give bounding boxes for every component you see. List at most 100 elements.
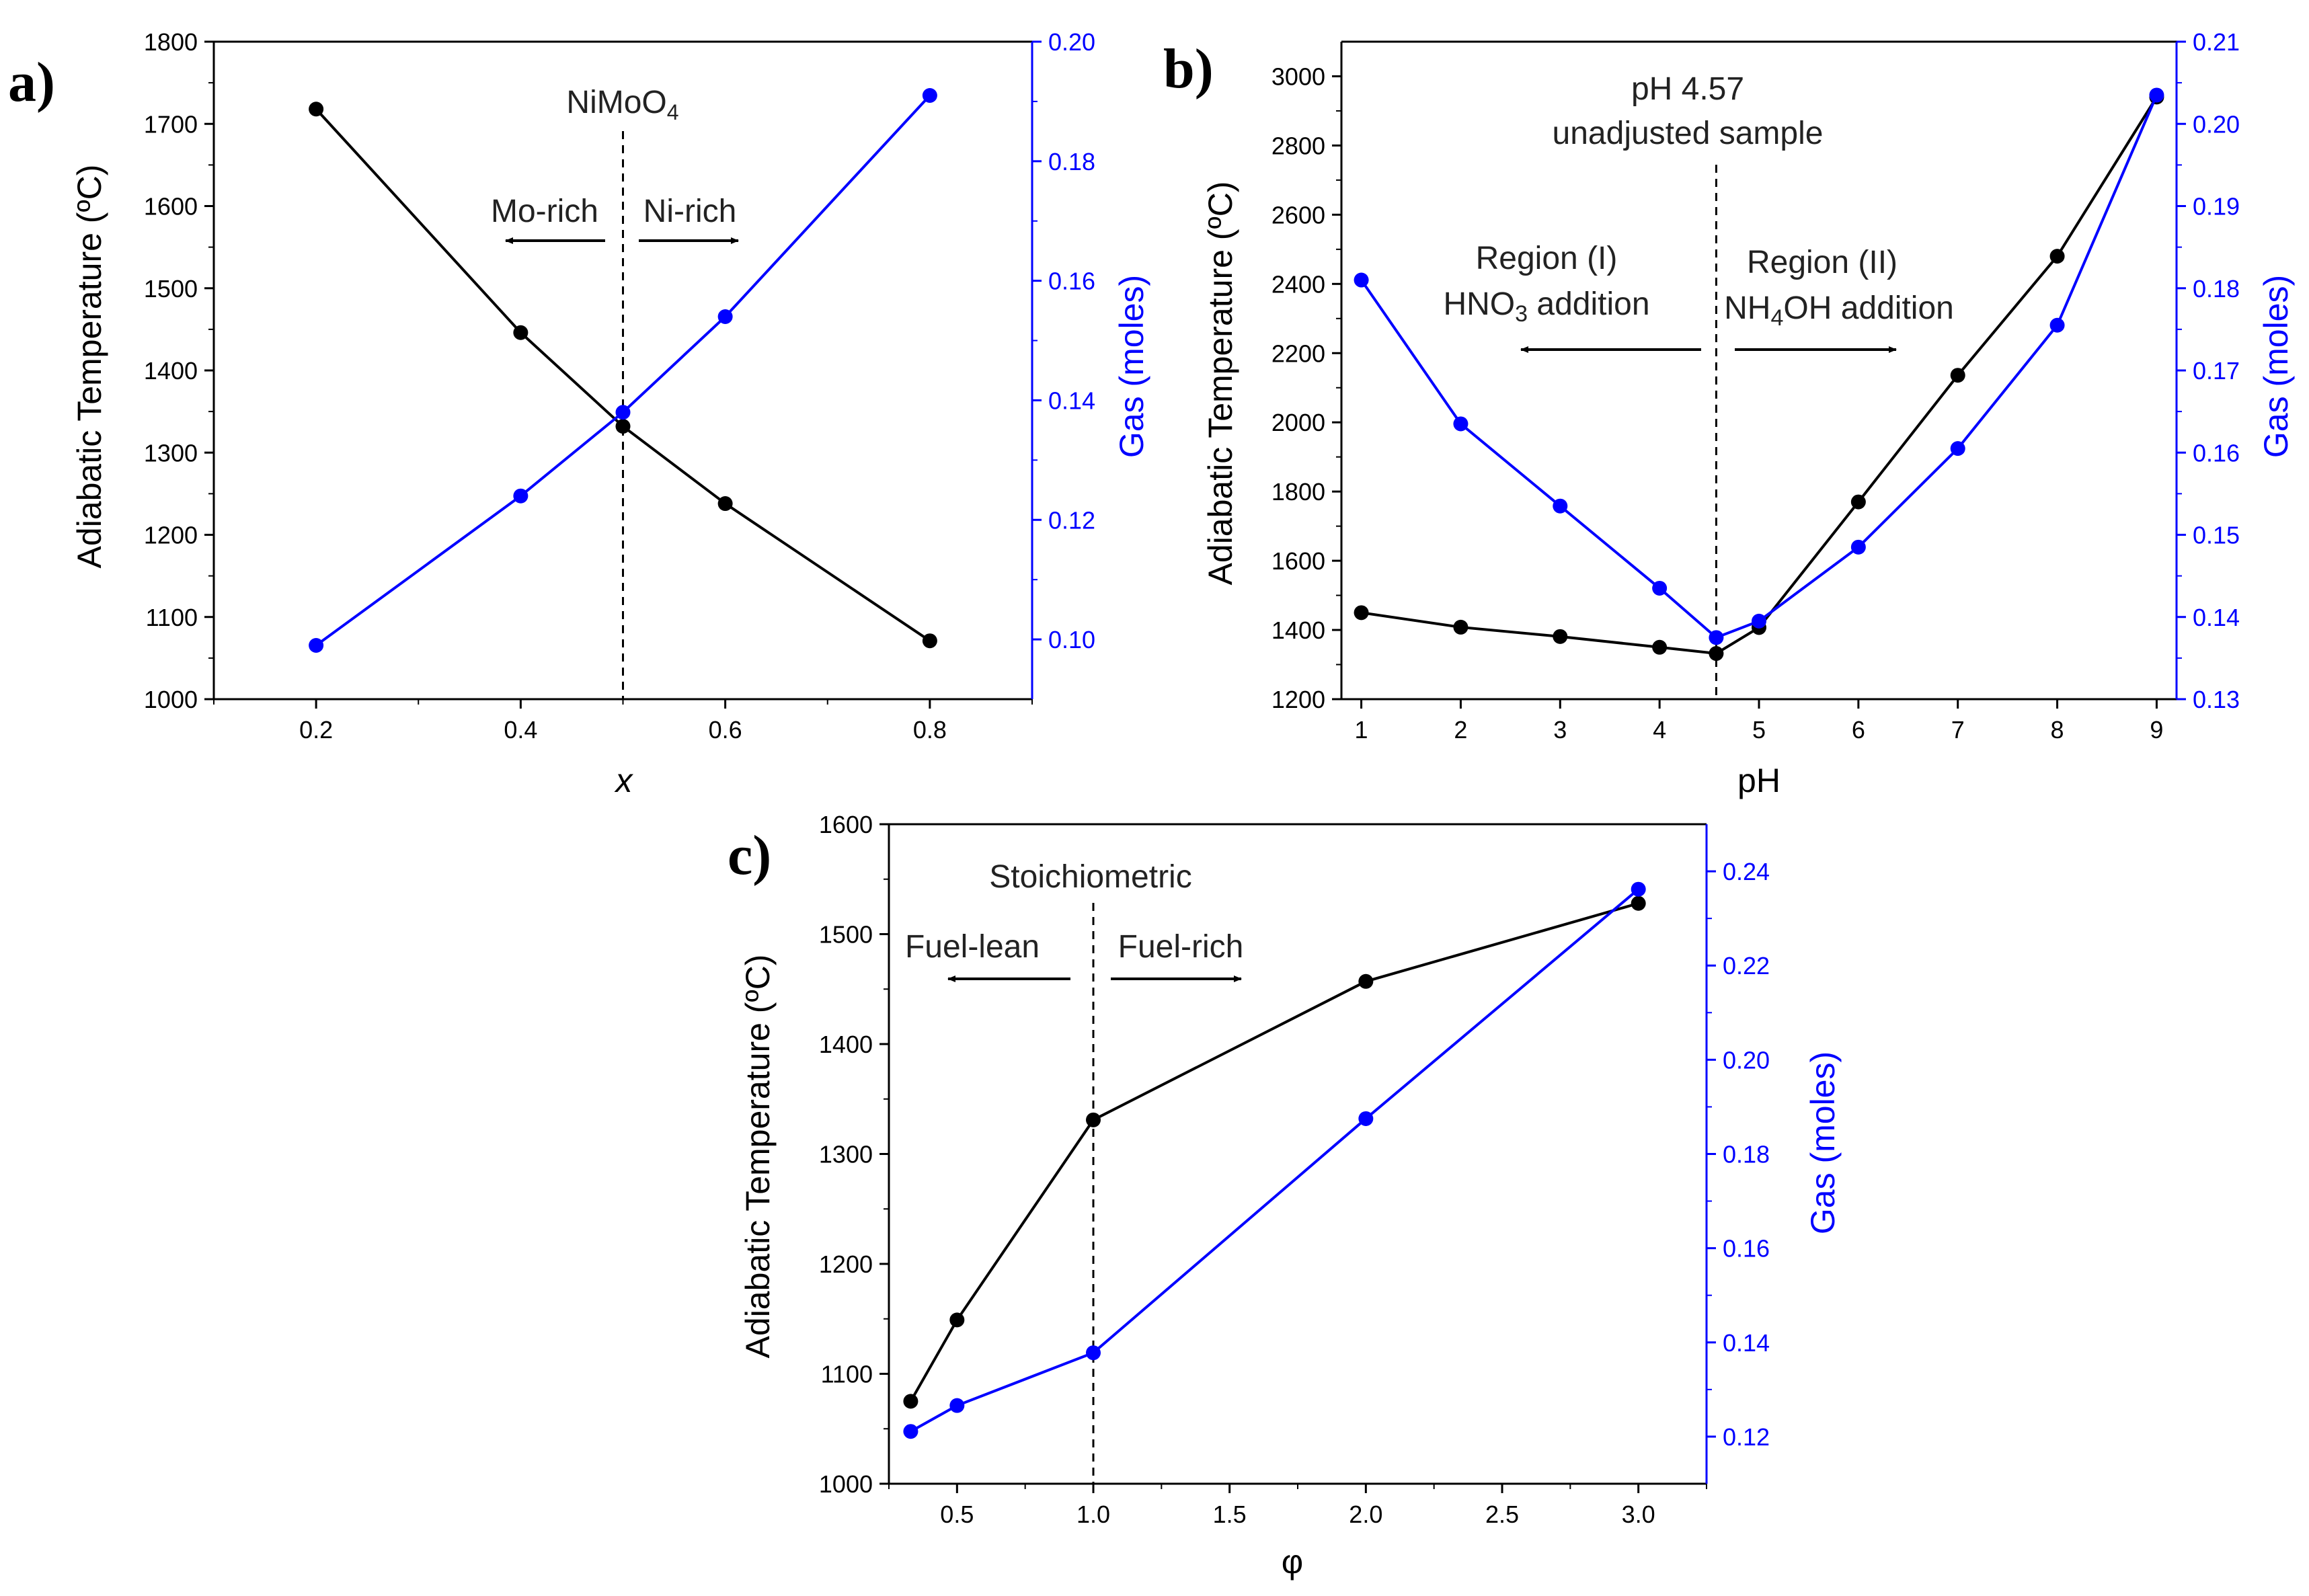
panel-c-xlabel: φ <box>1282 1543 1303 1581</box>
panel-b-ytick-left-label: 3000 <box>1271 63 1325 90</box>
panel-c-xtick-label: 2.5 <box>1485 1501 1519 1528</box>
panel-a-temp-point <box>615 419 631 434</box>
panel-c-gas-point <box>903 1424 918 1439</box>
panel-c-ytick-right-label: 0.16 <box>1723 1235 1770 1263</box>
panel-a: a) 0.2 0.4 0.6 0.8 1000 1100 1200 1300 1400 1500 1… <box>8 28 1150 799</box>
panel-a-annot-top: NiMoO4 <box>566 85 678 124</box>
panel-c-ytick-right-label: 0.14 <box>1723 1329 1770 1357</box>
panel-c-xtick-label: 1.0 <box>1077 1501 1110 1528</box>
panel-a-xlabel: x <box>615 762 634 799</box>
panel-a-gas-point <box>309 637 324 653</box>
panel-b-ytick-left-label: 1800 <box>1271 478 1325 506</box>
panel-b-gas-point <box>1850 539 1866 555</box>
panel-b-ytick-left-label: 1200 <box>1271 686 1325 713</box>
panel-a-ytick-left-label: 1000 <box>144 686 198 713</box>
panel-b-xtick-label: 1 <box>1355 716 1368 744</box>
panel-a-annot-right: Ni-rich <box>643 194 737 229</box>
panel-c-gas-point <box>1358 1111 1374 1126</box>
panel-b-gas-point <box>1553 498 1568 514</box>
panel-a-ytick-left-label: 1400 <box>144 357 198 385</box>
panel-a-gas-point <box>922 88 937 104</box>
panel-a-temp-point <box>717 496 733 512</box>
panel-c-annot-top: Stoichiometric <box>989 859 1191 895</box>
panel-b-ytick-right-label: 0.18 <box>2193 275 2240 303</box>
panel-a-xtick-label: 0.2 <box>299 716 333 744</box>
panel-a-gas-point <box>717 309 733 324</box>
panel-c-temp-point <box>903 1394 918 1409</box>
panel-b-gas-point <box>1652 580 1668 596</box>
panel-b-ylabel-left: Adiabatic Temperature (ºC) <box>1202 182 1239 586</box>
panel-a-xtick-label: 0.8 <box>913 716 947 744</box>
panel-a-ytick-left-label: 1200 <box>144 522 198 549</box>
panel-c-ytick-right-label: 0.12 <box>1723 1423 1770 1451</box>
panel-b-xlabel: pH <box>1737 762 1780 799</box>
panel-b-annot-right-2: NH4OH addition <box>1724 290 1954 331</box>
panel-a-temp-point <box>922 633 937 649</box>
panel-c-ytick-left-label: 1100 <box>821 1361 873 1388</box>
panel-c-ytick-left-label: 1400 <box>819 1031 873 1058</box>
panel-c-temp-point <box>1086 1112 1101 1127</box>
panel-a-ytick-left-label: 1100 <box>146 604 198 631</box>
panel-c-xtick-label: 1.5 <box>1213 1501 1247 1528</box>
panel-b-ytick-left-label: 1400 <box>1271 616 1325 644</box>
panel-a-ytick-right-label: 0.14 <box>1048 387 1095 414</box>
panel-b-temp-point <box>1354 605 1369 621</box>
panel-c-xtick-label: 0.5 <box>940 1501 974 1528</box>
panel-b-gas-line <box>1360 94 2158 639</box>
panel-b-gas-point <box>1752 613 1766 629</box>
panel-b-annot-right-1: Region (II) <box>1747 245 1897 280</box>
panel-a-temp-point <box>309 102 324 117</box>
panel-a-ylabel-left: Adiabatic Temperature (ºC) <box>71 165 108 569</box>
panel-c-plot: 0.5 1.0 1.5 2.0 2.5 3.0 1000 1100 1200 1300 1400 15… <box>819 811 1770 1528</box>
panel-a-ytick-right-label: 0.16 <box>1048 268 1095 295</box>
panel-c-ytick-left-label: 1600 <box>819 811 873 838</box>
panel-b: b) 1 2 3 4 5 6 7 8 9 1200 1400 1600 1800 2000 2200 2400… <box>1163 28 2295 799</box>
panel-a-ytick-left-label: 1500 <box>144 275 198 303</box>
panel-b-xtick-label: 7 <box>1951 716 1965 744</box>
panel-b-ytick-right-label: 0.14 <box>2193 604 2240 631</box>
panel-b-xtick-label: 5 <box>1752 716 1766 744</box>
panel-c-ytick-right-label: 0.18 <box>1723 1141 1770 1168</box>
panel-c-annot-right: Fuel-rich <box>1118 929 1244 965</box>
panel-c-ytick-right-label: 0.20 <box>1723 1046 1770 1074</box>
panel-c-gas-point <box>1631 881 1646 897</box>
panel-c-gas-point <box>949 1398 965 1413</box>
panel-b-temp-point <box>1850 494 1866 510</box>
panel-c-ytick-right-label: 0.24 <box>1723 858 1770 885</box>
panel-b-xtick-label: 2 <box>1454 716 1467 744</box>
panel-a-plot: 0.2 0.4 0.6 0.8 1000 1100 1200 1300 1400 1500 1600… <box>144 28 1095 744</box>
panel-b-xtick-label: 9 <box>2150 716 2163 744</box>
panel-a-gas-point <box>615 405 631 420</box>
panel-c-annot-left: Fuel-lean <box>905 929 1040 965</box>
panel-b-temp-point <box>2049 249 2065 264</box>
panel-c: c) 0.5 1.0 1.5 2.0 2.5 3.0 1000 1100 1200 1300 140… <box>728 811 1842 1581</box>
panel-b-ytick-right-label: 0.17 <box>2193 357 2240 385</box>
panel-a-label: a) <box>8 51 55 114</box>
panel-a-temp-point <box>513 325 529 340</box>
panel-b-gas-point <box>1453 416 1469 432</box>
panel-b-ylabel-right: Gas (moles) <box>2257 275 2295 458</box>
panel-c-xtick-label: 2.0 <box>1349 1501 1382 1528</box>
panel-b-gas-point <box>1950 441 1965 456</box>
panel-c-temp-point <box>1358 973 1374 989</box>
panel-a-ytick-left-label: 1300 <box>144 439 198 467</box>
panel-b-gas-point <box>2149 87 2164 103</box>
panel-a-ytick-right-label: 0.12 <box>1048 506 1095 534</box>
panel-c-ytick-left-label: 1200 <box>819 1250 873 1278</box>
panel-c-ylabel-right: Gas (moles) <box>1804 1051 1842 1234</box>
panel-b-temp-point <box>1453 619 1469 635</box>
panel-b-gas-point <box>1354 272 1369 288</box>
panel-b-ytick-left-label: 2400 <box>1271 270 1325 298</box>
panel-a-ytick-right-label: 0.18 <box>1048 148 1095 175</box>
panel-b-temp-line <box>1361 96 2158 655</box>
panel-b-xtick-label: 8 <box>2051 716 2064 744</box>
panel-b-label: b) <box>1163 38 1214 100</box>
panel-c-label: c) <box>728 824 771 887</box>
panel-c-ytick-right-label: 0.22 <box>1723 952 1770 980</box>
panel-b-temp-point <box>1950 368 1965 383</box>
panel-b-xtick-label: 4 <box>1653 716 1666 744</box>
panel-a-ytick-right-label: 0.10 <box>1048 626 1095 653</box>
panel-c-ytick-left-label: 1500 <box>819 921 873 949</box>
panel-a-annot-left: Mo-rich <box>491 194 598 229</box>
